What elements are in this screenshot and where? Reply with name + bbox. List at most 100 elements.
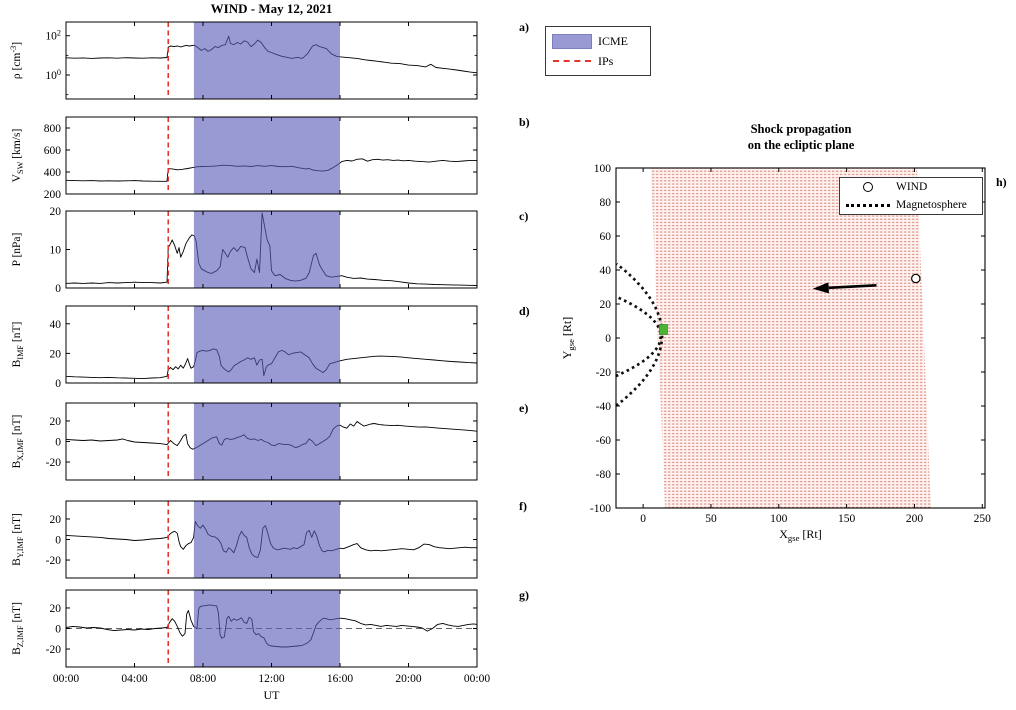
panel-density-ylabel: ρ [cm-3] — [9, 42, 23, 79]
panel-density: 100 102 a) ρ [cm-3] — [9, 20, 529, 100]
legend-row-magnetosphere: Magnetosphere — [840, 197, 982, 213]
panel-letter-f: f) — [519, 499, 527, 513]
map-y-tick-label: -100 — [590, 503, 611, 515]
magnetosphere-curve-1 — [615, 262, 664, 407]
map-x-tick-label: 100 — [770, 513, 788, 525]
panel-solar-wind-speed-ytick-label: 600 — [44, 145, 62, 157]
icme-shaded-region — [193, 501, 340, 578]
map-y-axis-label: Ygse [Rt] — [560, 317, 576, 360]
earth-marker — [659, 324, 668, 335]
map-y-tick-label: -20 — [596, 367, 612, 379]
shock-map-title: Shock propagation on the ecliptic plane — [650, 121, 952, 153]
panel-b-imf: 0 20 40 d) BIMF [nT] — [11, 304, 530, 390]
map-y-tick-label: 40 — [600, 265, 612, 277]
panel-letter-d: d) — [519, 304, 530, 318]
map-y-tick-label: 20 — [600, 299, 612, 311]
map-x-tick-label: 0 — [640, 513, 646, 525]
magnetosphere-curve-2 — [615, 295, 663, 378]
map-x-tick-label: 200 — [906, 513, 924, 525]
panel-by-imf: -20 0 20 f) BY,IMF [nT] — [11, 499, 527, 579]
panel-b-imf-ytick-label: 40 — [50, 319, 62, 331]
panel-bx-imf-ylabel: BX,IMF [nT] — [11, 415, 25, 469]
shock-front-band — [650, 168, 931, 508]
panel-letter-c: c) — [519, 209, 528, 223]
panel-density-ytick-label: 102 — [45, 29, 61, 43]
panel-solar-wind-speed-ylabel: VSW [km/s] — [11, 129, 25, 183]
x-tick-label: 16:00 — [327, 673, 353, 685]
map-y-tick-label: 80 — [600, 197, 612, 209]
panel-bz-imf-ytick-label: 0 — [55, 624, 61, 636]
x-tick-label: 04:00 — [121, 673, 147, 685]
panel-by-imf-ytick-label: 0 — [55, 535, 61, 547]
legend-row-ips: IPs — [546, 53, 650, 69]
panel-solar-wind-speed: 200 400 600 800 b) VSW [km/s] — [11, 115, 530, 201]
shock-map-title-line1: Shock propagation — [750, 122, 852, 136]
panel-bz-imf: -20 0 20 g) BZ,IMF [nT] 00:00 04:00 08:00 12:00 1… — [11, 588, 529, 685]
propagation-arrow-head — [812, 282, 829, 294]
icme-swatch — [552, 33, 592, 49]
map-x-tick-label: 250 — [974, 513, 992, 525]
panel-by-imf-ytick-label: -20 — [46, 555, 62, 567]
panel-b-imf-ylabel: BIMF [nT] — [11, 322, 25, 368]
panel-pressure: 0 10 20 c) P [nPa] — [11, 206, 528, 295]
panel-pressure-ytick-label: 20 — [50, 206, 62, 218]
panel-by-imf-ylabel: BY,IMF [nT] — [11, 513, 25, 566]
panel-letter-e: e) — [519, 401, 528, 415]
shock-map-legend: WIND Magnetosphere — [839, 177, 983, 215]
map-y-tick-label: -40 — [596, 401, 612, 413]
x-tick-label: 08:00 — [190, 673, 216, 685]
figure-title: WIND - May 12, 2021 — [210, 1, 333, 16]
panel-pressure-ytick-label: 0 — [55, 283, 61, 295]
wind-marker-icon — [863, 182, 873, 192]
wind-legend-label: WIND — [896, 181, 928, 193]
map-y-tick-label: -60 — [596, 435, 612, 447]
icme-shaded-region — [193, 117, 340, 194]
panel-solar-wind-speed-ytick-label: 200 — [44, 189, 62, 201]
panel-pressure-ylabel: P [nPa] — [11, 233, 23, 267]
map-x-tick-label: 50 — [705, 513, 717, 525]
icme-shaded-region — [193, 590, 340, 667]
x-tick-label: 00:00 — [53, 673, 79, 685]
panel-solar-wind-speed-ytick-label: 800 — [44, 123, 62, 135]
panel-b-imf-ytick-label: 0 — [55, 378, 61, 390]
map-y-tick-label: 100 — [594, 163, 612, 175]
shock-map-panel: 0 50 100 150 200 250100806040200-20-40-60-80-… — [560, 163, 1007, 543]
legend-row-icme: ICME — [546, 33, 650, 49]
panel-bx-imf-ytick-label: 20 — [50, 416, 62, 428]
panel-b-imf-ytick-label: 20 — [50, 348, 62, 360]
panel-letter-a: a) — [519, 20, 529, 34]
panel-bx-imf-ytick-label: 0 — [55, 437, 61, 449]
panel-bx-imf-ytick-label: -20 — [46, 457, 62, 469]
icme-shaded-region — [193, 403, 340, 480]
x-tick-label: 12:00 — [258, 673, 284, 685]
magnetosphere-legend-label: Magnetosphere — [896, 199, 967, 211]
ips-dashed-swatch — [553, 60, 591, 62]
map-y-tick-label: -80 — [596, 469, 612, 481]
panel-letter-h: h) — [996, 175, 1007, 189]
timeseries-legend: ICME IPs — [545, 26, 651, 76]
icme-shaded-region — [193, 22, 340, 99]
legend-row-wind: WIND — [840, 179, 982, 195]
map-x-tick-label: 150 — [838, 513, 856, 525]
panel-bz-imf-ytick-label: 20 — [50, 603, 62, 615]
map-y-tick-label: 0 — [605, 333, 611, 345]
panel-letter-b: b) — [519, 115, 530, 129]
panel-bz-imf-ylabel: BZ,IMF [nT] — [11, 602, 25, 655]
x-axis-label-ut: UT — [263, 688, 280, 702]
panel-bx-imf: -20 0 20 e) BX,IMF [nT] — [11, 401, 528, 481]
x-tick-label: 20:00 — [395, 673, 421, 685]
x-tick-label: 00:00 — [464, 673, 490, 685]
icme-shaded-region — [193, 211, 340, 288]
panel-letter-g: g) — [519, 588, 529, 602]
panel-pressure-ytick-label: 10 — [50, 245, 62, 257]
map-y-tick-label: 60 — [600, 231, 612, 243]
panel-solar-wind-speed-ytick-label: 400 — [44, 167, 62, 179]
icme-legend-label: ICME — [598, 33, 628, 48]
panel-bz-imf-ytick-label: -20 — [46, 644, 62, 656]
propagation-arrow-shaft — [828, 284, 877, 290]
ips-legend-label: IPs — [598, 53, 614, 68]
icme-shaded-region — [193, 306, 340, 383]
wind-spacecraft-marker — [911, 273, 921, 284]
